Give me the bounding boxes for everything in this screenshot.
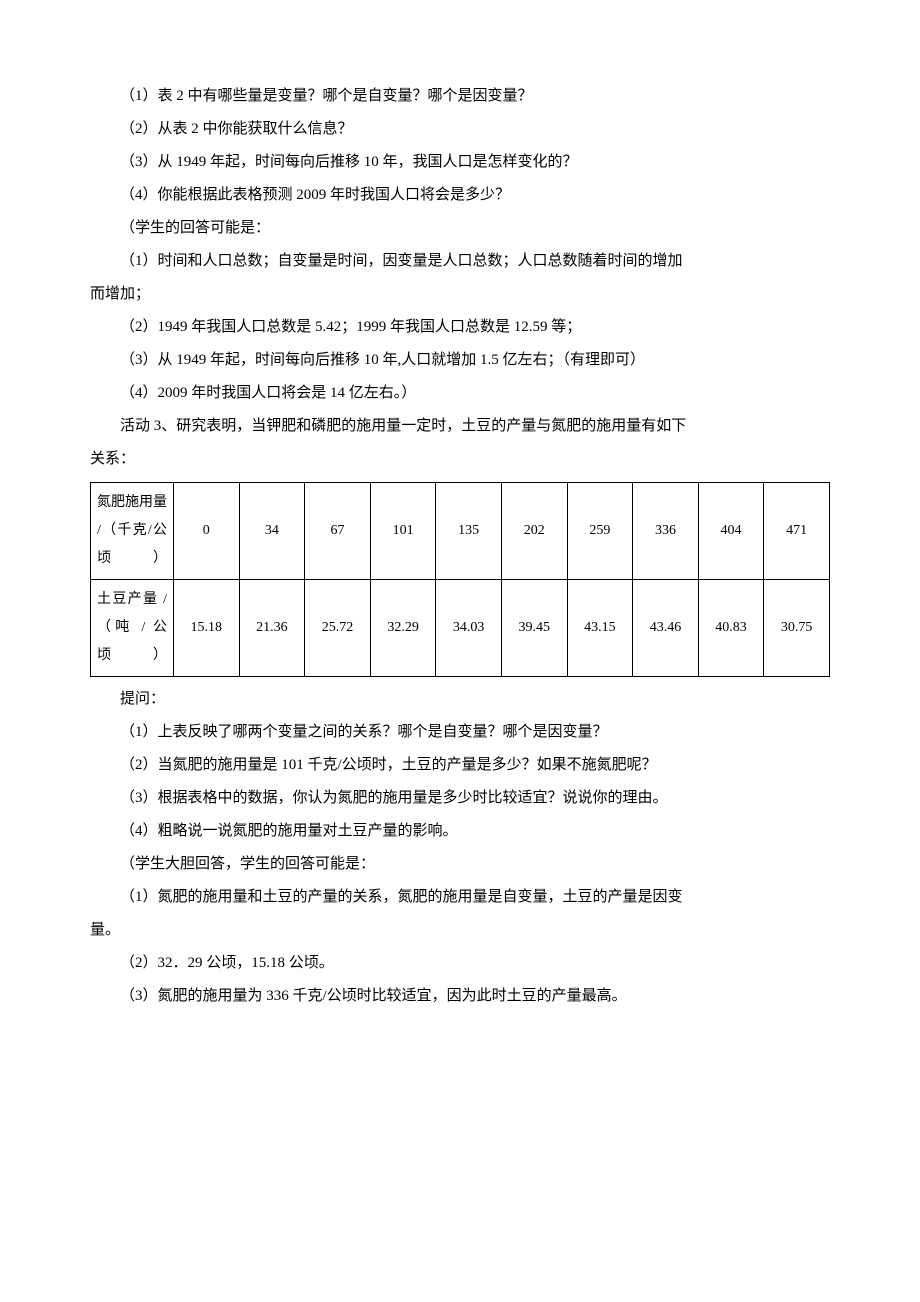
answer-2-3: （3）氮肥的施用量为 336 千克/公顷时比较适宜，因为此时土豆的产量最高。 [90, 980, 830, 1013]
table-cell: 101 [370, 483, 436, 580]
nitrogen-yield-table: 氮肥施用量 /（千克/公顷） 0 34 67 101 135 202 259 3… [90, 482, 830, 677]
table-cell: 34.03 [436, 580, 502, 677]
table-cell: 259 [567, 483, 633, 580]
answer-1-2: （2）1949 年我国人口总数是 5.42；1999 年我国人口总数是 12.5… [90, 311, 830, 344]
answer-1-1-part2: 而增加； [90, 278, 830, 311]
table-cell: 67 [305, 483, 371, 580]
question-2-1: （1）上表反映了哪两个变量之间的关系？哪个是自变量？哪个是因变量？ [90, 716, 830, 749]
answer-2-2: （2）32．29 公顷，15.18 公顷。 [90, 947, 830, 980]
questions-2-intro: 提问： [90, 683, 830, 716]
question-1-1: （1）表 2 中有哪些量是变量？哪个是自变量？哪个是因变量？ [90, 80, 830, 113]
answer-2-1-part1: （1）氮肥的施用量和土豆的产量的关系，氮肥的施用量是自变量，土豆的产量是因变 [90, 881, 830, 914]
question-2-4: （4）粗略说一说氮肥的施用量对土豆产量的影响。 [90, 815, 830, 848]
question-1-2: （2）从表 2 中你能获取什么信息？ [90, 113, 830, 146]
activity-3-intro-part1: 活动 3、研究表明，当钾肥和磷肥的施用量一定时，土豆的产量与氮肥的施用量有如下 [90, 410, 830, 443]
table-cell: 15.18 [174, 580, 240, 677]
question-1-3: （3）从 1949 年起，时间每向后推移 10 年，我国人口是怎样变化的？ [90, 146, 830, 179]
table-cell: 30.75 [764, 580, 830, 677]
answer-2-1-part2: 量。 [90, 914, 830, 947]
table-cell: 43.15 [567, 580, 633, 677]
table-cell: 40.83 [698, 580, 764, 677]
question-2-2: （2）当氮肥的施用量是 101 千克/公顷时，土豆的产量是多少？如果不施氮肥呢？ [90, 749, 830, 782]
table-cell: 404 [698, 483, 764, 580]
table-row: 土豆产量 /（吨 / 公顷） 15.18 21.36 25.72 32.29 3… [91, 580, 830, 677]
table-cell: 21.36 [239, 580, 305, 677]
table-cell: 25.72 [305, 580, 371, 677]
question-1-4: （4）你能根据此表格预测 2009 年时我国人口将会是多少？ [90, 179, 830, 212]
table-cell: 202 [501, 483, 567, 580]
row-header-yield: 土豆产量 /（吨 / 公顷） [91, 580, 174, 677]
table-cell: 135 [436, 483, 502, 580]
table-cell: 43.46 [633, 580, 699, 677]
table-cell: 32.29 [370, 580, 436, 677]
answers-1-intro: （学生的回答可能是： [90, 212, 830, 245]
row-header-nitrogen: 氮肥施用量 /（千克/公顷） [91, 483, 174, 580]
table-cell: 0 [174, 483, 240, 580]
activity-3-intro-part2: 关系： [90, 443, 830, 476]
question-2-3: （3）根据表格中的数据，你认为氮肥的施用量是多少时比较适宜？说说你的理由。 [90, 782, 830, 815]
answers-2-intro: （学生大胆回答，学生的回答可能是： [90, 848, 830, 881]
table-cell: 471 [764, 483, 830, 580]
answer-1-4: （4）2009 年时我国人口将会是 14 亿左右。） [90, 377, 830, 410]
table-cell: 39.45 [501, 580, 567, 677]
answer-1-1-part1: （1）时间和人口总数；自变量是时间，因变量是人口总数；人口总数随着时间的增加 [90, 245, 830, 278]
table-cell: 336 [633, 483, 699, 580]
answer-1-3: （3）从 1949 年起，时间每向后推移 10 年,人口就增加 1.5 亿左右；… [90, 344, 830, 377]
table-row: 氮肥施用量 /（千克/公顷） 0 34 67 101 135 202 259 3… [91, 483, 830, 580]
table-cell: 34 [239, 483, 305, 580]
